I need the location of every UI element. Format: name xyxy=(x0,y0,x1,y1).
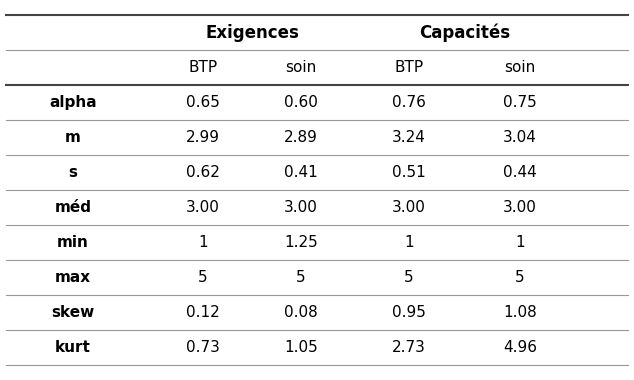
Text: Exigences: Exigences xyxy=(205,24,299,42)
Text: 4.96: 4.96 xyxy=(503,340,537,355)
Text: 1.25: 1.25 xyxy=(284,235,318,250)
Text: 0.62: 0.62 xyxy=(186,165,220,180)
Text: s: s xyxy=(68,165,77,180)
Text: 0.65: 0.65 xyxy=(186,95,220,110)
Text: soin: soin xyxy=(285,60,317,75)
Text: 0.73: 0.73 xyxy=(186,340,220,355)
Text: 0.12: 0.12 xyxy=(186,305,220,320)
Text: 1: 1 xyxy=(198,235,208,250)
Text: 3.00: 3.00 xyxy=(284,200,318,215)
Text: 0.75: 0.75 xyxy=(503,95,537,110)
Text: 1.05: 1.05 xyxy=(284,340,318,355)
Text: méd: méd xyxy=(55,200,91,215)
Text: BTP: BTP xyxy=(394,60,424,75)
Text: 3.24: 3.24 xyxy=(392,130,426,145)
Text: soin: soin xyxy=(504,60,536,75)
Text: 3.00: 3.00 xyxy=(392,200,426,215)
Text: 3.04: 3.04 xyxy=(503,130,537,145)
Text: 0.51: 0.51 xyxy=(392,165,426,180)
Text: 2.73: 2.73 xyxy=(392,340,426,355)
Text: 2.99: 2.99 xyxy=(186,130,220,145)
Text: 2.89: 2.89 xyxy=(284,130,318,145)
Text: alpha: alpha xyxy=(49,95,97,110)
Text: 5: 5 xyxy=(296,270,306,285)
Text: 0.60: 0.60 xyxy=(284,95,318,110)
Text: min: min xyxy=(57,235,89,250)
Text: 5: 5 xyxy=(198,270,208,285)
Text: kurt: kurt xyxy=(55,340,91,355)
Text: 5: 5 xyxy=(515,270,525,285)
Text: BTP: BTP xyxy=(188,60,217,75)
Text: max: max xyxy=(55,270,91,285)
Text: 0.76: 0.76 xyxy=(392,95,426,110)
Text: 3.00: 3.00 xyxy=(503,200,537,215)
Text: 0.44: 0.44 xyxy=(503,165,537,180)
Text: Capacités: Capacités xyxy=(419,24,510,42)
Text: 3.00: 3.00 xyxy=(186,200,220,215)
Text: 0.95: 0.95 xyxy=(392,305,426,320)
Text: m: m xyxy=(65,130,81,145)
Text: 0.41: 0.41 xyxy=(284,165,318,180)
Text: skew: skew xyxy=(51,305,94,320)
Text: 0.08: 0.08 xyxy=(284,305,318,320)
Text: 5: 5 xyxy=(404,270,414,285)
Text: 1: 1 xyxy=(515,235,525,250)
Text: 1: 1 xyxy=(404,235,414,250)
Text: 1.08: 1.08 xyxy=(503,305,537,320)
